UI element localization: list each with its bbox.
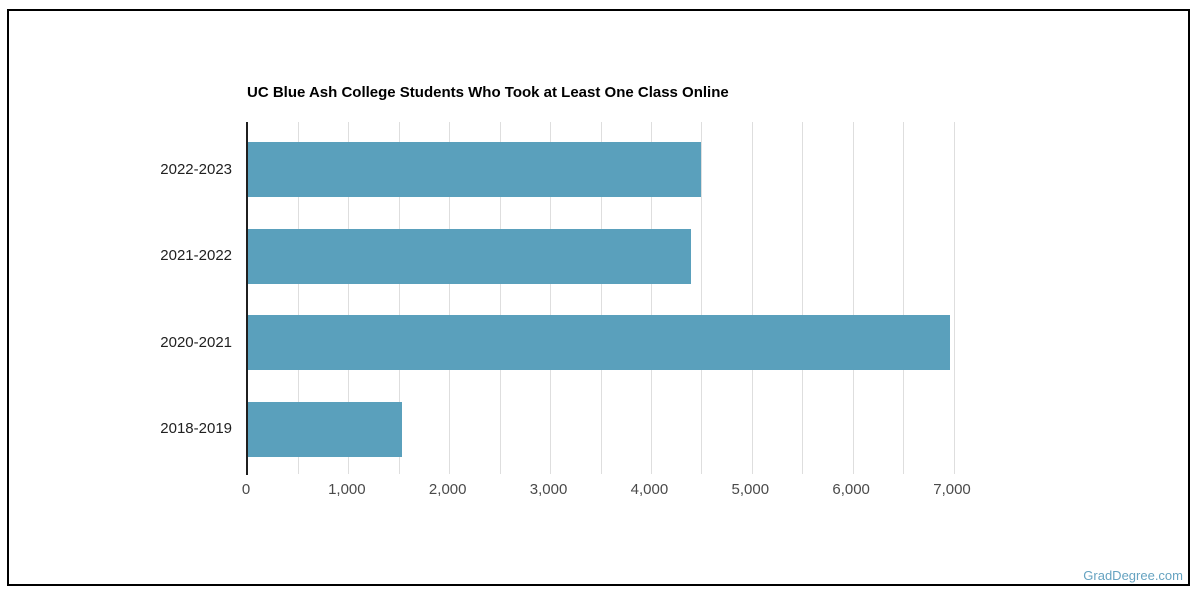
x-axis-label-7000: 7,000 <box>933 481 971 498</box>
x-axis-label-2000: 2,000 <box>428 481 467 498</box>
y-axis-origin-tick <box>246 470 248 475</box>
bar-2021-2022 <box>248 228 691 284</box>
watermark-link[interactable]: GradDegree.com <box>1083 568 1183 583</box>
bar-2018-2019 <box>248 401 403 457</box>
x-axis-label-3000: 3,000 <box>529 481 568 498</box>
x-axis-label-4000: 4,000 <box>630 481 669 498</box>
y-axis-labels: 2022-2023 2021-2022 2020-2021 2018-2019 <box>0 122 232 470</box>
y-axis-label-2021-2022: 2021-2022 <box>160 247 232 264</box>
bar-2022-2023 <box>248 142 701 197</box>
gridline-x-500 <box>297 122 299 474</box>
x-axis-label-6000: 6,000 <box>832 481 870 498</box>
gridline-x-3500 <box>600 122 602 474</box>
plot-area <box>246 122 955 475</box>
gridline-x-4000 <box>650 122 652 474</box>
x-axis-label-1000: 1,000 <box>328 481 366 498</box>
x-axis-label-0: 0 <box>241 481 251 498</box>
chart-title: UC Blue Ash College Students Who Took at… <box>247 84 729 101</box>
x-axis-labels: 0 1,000 2,000 3,000 4,000 5,000 6,000 7,000 <box>242 481 971 501</box>
gridline-x-2000 <box>449 122 451 474</box>
gridline-x-6500 <box>903 122 905 474</box>
gridline-x-7000 <box>953 122 955 474</box>
y-axis-label-2022-2023: 2022-2023 <box>160 160 232 178</box>
gridline-x-6000 <box>852 122 854 474</box>
gridline-x-1000 <box>348 122 350 474</box>
x-axis-label-5000: 5,000 <box>731 481 770 498</box>
gridline-x-5500 <box>802 122 804 474</box>
bar-2020-2021 <box>248 315 950 370</box>
y-axis-label-2018-2019: 2018-2019 <box>160 420 232 437</box>
gridline-x-4500 <box>701 122 703 474</box>
gridline-x-3000 <box>550 122 552 474</box>
gridline-x-1500 <box>398 122 400 474</box>
y-axis-label-2020-2021: 2020-2021 <box>160 333 232 351</box>
gridline-x-5000 <box>751 122 753 474</box>
gridline-x-2500 <box>499 122 501 474</box>
